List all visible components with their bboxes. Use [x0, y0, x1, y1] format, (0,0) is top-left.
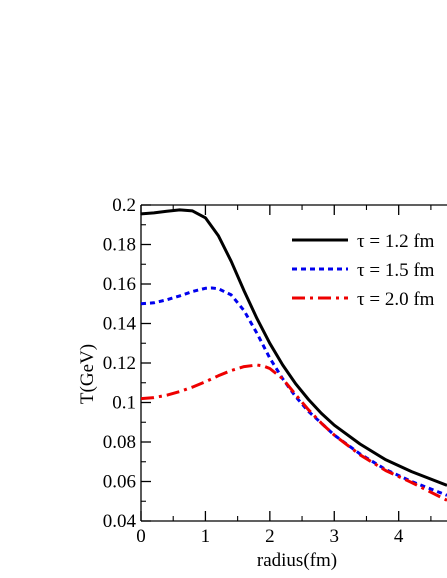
y-tick-label: 0.12 [103, 353, 136, 374]
y-tick-label: 0.1 [112, 393, 136, 414]
x-tick-label: 3 [330, 526, 340, 547]
y-tick-label: 0.2 [112, 195, 136, 216]
x-tick-label: 1 [201, 526, 211, 547]
series-layer [141, 208, 447, 502]
series-line-3 [141, 363, 447, 502]
legend-label-2: τ = 1.5 fm [357, 260, 435, 281]
y-tick-label: 0.14 [103, 314, 137, 335]
x-tick-label: 0 [136, 526, 146, 547]
x-axis-title: radius(fm) [257, 550, 337, 571]
legend-label-1: τ = 1.2 fm [357, 231, 435, 252]
series-line-1 [141, 208, 447, 487]
y-axis-title: T(GeV) [77, 344, 98, 404]
series-line-2 [141, 286, 447, 497]
y-tick-label: 0.04 [103, 511, 137, 532]
y-tick-label: 0.16 [103, 274, 136, 295]
y-tick-label: 0.06 [103, 472, 136, 493]
x-tick-label: 4 [394, 526, 404, 547]
legend: τ = 1.2 fm τ = 1.5 fm τ = 2.0 fm [292, 231, 435, 310]
y-tick-label: 0.18 [103, 235, 136, 256]
plot-axes: 0 1 2 3 4 0.04 0.06 0.08 0.1 0.12 0.14 0.16 0.18 0.2 [103, 195, 447, 547]
y-tick-label: 0.08 [103, 432, 136, 453]
x-tick-label: 2 [265, 526, 275, 547]
legend-label-3: τ = 2.0 fm [357, 289, 435, 310]
